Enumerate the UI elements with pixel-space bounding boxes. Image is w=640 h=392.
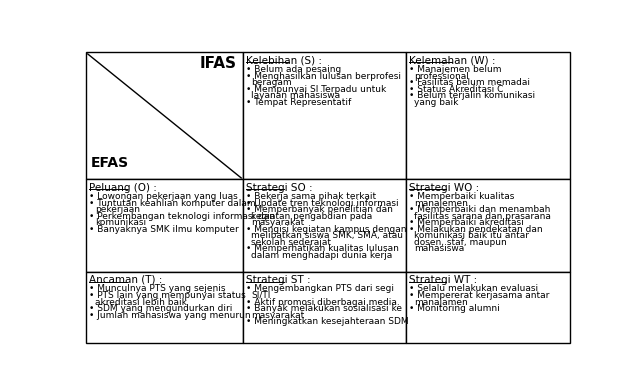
Text: IFAS: IFAS	[200, 56, 237, 71]
Text: • Meningkatkan kesejahteraan SDM: • Meningkatkan kesejahteraan SDM	[246, 317, 408, 326]
Text: beragam: beragam	[252, 78, 292, 87]
Text: kegiatan pengabdian pada: kegiatan pengabdian pada	[252, 212, 372, 221]
Text: SI/TI: SI/TI	[252, 291, 271, 300]
Text: • Melakukan pendekatan dan: • Melakukan pendekatan dan	[408, 225, 542, 234]
Text: • PTS lain yang mempunyai status: • PTS lain yang mempunyai status	[90, 291, 246, 300]
Text: Strategi SO :: Strategi SO :	[246, 183, 312, 192]
Text: manajemen: manajemen	[414, 199, 468, 208]
Text: • Monitoring alumni: • Monitoring alumni	[408, 304, 499, 313]
Text: pekerjaan: pekerjaan	[95, 205, 140, 214]
Text: • Manajemen belum: • Manajemen belum	[408, 65, 501, 74]
Text: akreditasi lebih baik: akreditasi lebih baik	[95, 298, 187, 307]
Text: • Update tren teknologi informasi: • Update tren teknologi informasi	[246, 199, 399, 208]
Text: • Mempererat kerjasama antar: • Mempererat kerjasama antar	[408, 291, 549, 300]
Text: komunikasi: komunikasi	[95, 218, 146, 227]
Text: • Memperbanyak penelitian dan: • Memperbanyak penelitian dan	[246, 205, 393, 214]
Text: • Memperbaiki akreditasi: • Memperbaiki akreditasi	[408, 218, 524, 227]
Text: fasilitas sarana dan prasarana: fasilitas sarana dan prasarana	[414, 212, 551, 221]
Text: • Memperhatikan kualitas lulusan: • Memperhatikan kualitas lulusan	[246, 244, 399, 253]
Text: Peluang (O) :: Peluang (O) :	[90, 183, 157, 192]
Bar	[406, 180, 570, 272]
Text: • Belum ada pesaing: • Belum ada pesaing	[246, 65, 341, 74]
Text: yang baik: yang baik	[414, 98, 458, 107]
Text: • Banyaknya SMK ilmu komputer: • Banyaknya SMK ilmu komputer	[90, 225, 239, 234]
Text: professional: professional	[414, 72, 469, 80]
Bar	[406, 53, 570, 180]
Bar	[86, 272, 243, 343]
Text: Strategi WT :: Strategi WT :	[408, 275, 477, 285]
Text: Strategi WO :: Strategi WO :	[408, 183, 479, 192]
Text: manajamen: manajamen	[414, 298, 468, 307]
Text: Strategi ST :: Strategi ST :	[246, 275, 310, 285]
Text: • Belum terjalin komunikasi: • Belum terjalin komunikasi	[408, 91, 535, 100]
Text: • Status Akreditasi C: • Status Akreditasi C	[408, 85, 503, 94]
Text: mahasiswa: mahasiswa	[414, 244, 464, 253]
Text: • Jumlah mahasiswa yang menurun: • Jumlah mahasiswa yang menurun	[90, 310, 251, 319]
Text: • Fasilitas belum memadai: • Fasilitas belum memadai	[408, 78, 530, 87]
Text: • Bekerja sama pihak terkait: • Bekerja sama pihak terkait	[246, 192, 376, 201]
Text: dalam menghadapi dunia kerja: dalam menghadapi dunia kerja	[252, 250, 392, 260]
Text: sekolah sederajat: sekolah sederajat	[252, 238, 332, 247]
Text: komunikasi baik itu antar: komunikasi baik itu antar	[414, 231, 529, 240]
Text: • Tuntutan keahlian komputer dalam: • Tuntutan keahlian komputer dalam	[90, 199, 256, 208]
Text: Ancaman (T) :: Ancaman (T) :	[90, 275, 163, 285]
Bar	[243, 53, 406, 180]
Text: masyarakat: masyarakat	[252, 310, 305, 319]
Bar	[243, 180, 406, 272]
Text: • Memperbaiki kualitas: • Memperbaiki kualitas	[408, 192, 514, 201]
Text: melibatkan siswa SMK, SMA, atau: melibatkan siswa SMK, SMA, atau	[252, 231, 403, 240]
Text: Kelebihan (S) :: Kelebihan (S) :	[246, 56, 322, 65]
Text: • Mempunyai SI Terpadu untuk: • Mempunyai SI Terpadu untuk	[246, 85, 386, 94]
Text: • Selalu melakukan evaluasi: • Selalu melakukan evaluasi	[408, 285, 538, 294]
Text: Kelemahan (W) :: Kelemahan (W) :	[408, 56, 495, 65]
Text: • Mengembangkan PTS dari segi: • Mengembangkan PTS dari segi	[246, 285, 394, 294]
Bar	[86, 180, 243, 272]
Text: • Mengisi kegiatan kampus dengan: • Mengisi kegiatan kampus dengan	[246, 225, 406, 234]
Text: • Tempat Representatif: • Tempat Representatif	[246, 98, 351, 107]
Bar	[243, 272, 406, 343]
Text: • Memperbaiki dan menambah: • Memperbaiki dan menambah	[408, 205, 550, 214]
Text: masyarakat: masyarakat	[252, 218, 305, 227]
Text: • Perkembangan teknologi informasi dan: • Perkembangan teknologi informasi dan	[90, 212, 275, 221]
Text: • Munculnya PTS yang sejenis: • Munculnya PTS yang sejenis	[90, 285, 226, 294]
Text: • Aktif promosi diberbagai media.: • Aktif promosi diberbagai media.	[246, 298, 399, 307]
Bar	[86, 53, 243, 180]
Text: EFAS: EFAS	[91, 156, 129, 170]
Text: layanan mahasiswa: layanan mahasiswa	[252, 91, 340, 100]
Text: • Lowongan pekerjaan yang luas: • Lowongan pekerjaan yang luas	[90, 192, 238, 201]
Text: • Banyak melakukan sosialisasi ke: • Banyak melakukan sosialisasi ke	[246, 304, 402, 313]
Text: • SDM yang mengundurkan diri: • SDM yang mengundurkan diri	[90, 304, 233, 313]
Text: dosen, staf, maupun: dosen, staf, maupun	[414, 238, 507, 247]
Bar	[406, 272, 570, 343]
Text: • Menghasilkan lulusan berprofesi: • Menghasilkan lulusan berprofesi	[246, 72, 401, 80]
